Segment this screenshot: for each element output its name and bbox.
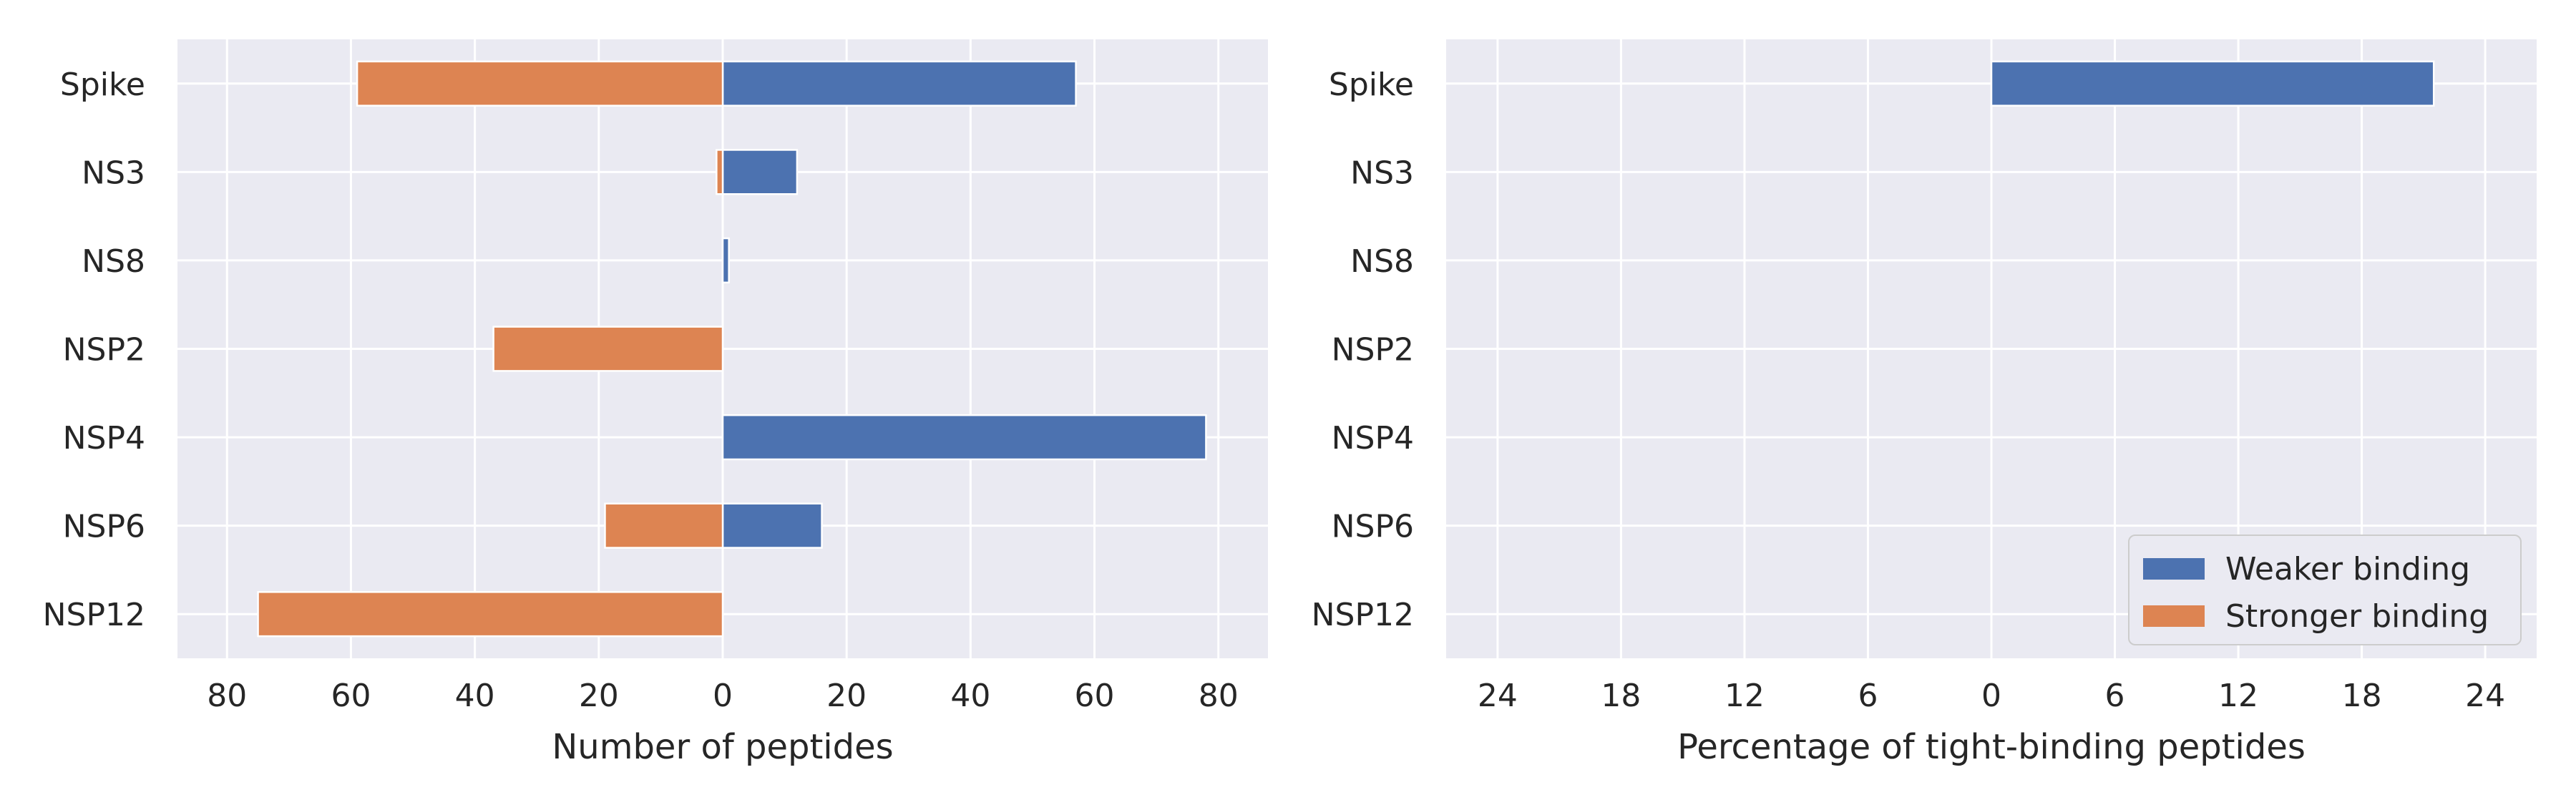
legend-swatch-stronger-binding [2143, 605, 2205, 627]
bar-stronger-binding-nsp2 [492, 326, 724, 372]
y-tick-label: NSP4 [1332, 420, 1414, 457]
bar-stronger-binding-nsp6 [604, 502, 724, 549]
x-tick-label: 12 [1724, 678, 1765, 714]
x-axis-label: Percentage of tight-binding peptides [1677, 727, 2306, 767]
y-tick-label: NSP2 [63, 332, 145, 369]
legend-label: Weaker binding [2225, 551, 2470, 587]
x-tick-label: 80 [1199, 678, 1239, 714]
legend-box [2128, 535, 2522, 645]
bar-weaker-binding-nsp6 [721, 502, 823, 549]
y-tick-label: NSP2 [1332, 332, 1414, 369]
y-tick-label: NSP6 [1332, 509, 1414, 545]
y-tick-label: NSP6 [63, 509, 145, 545]
x-tick-label: 6 [2105, 678, 2125, 714]
y-tick-label: Spike [60, 67, 145, 103]
bar-weaker-binding-spike [721, 60, 1077, 107]
bar-stronger-binding-spike [356, 60, 724, 107]
bar-weaker-binding-ns8 [721, 237, 730, 284]
x-tick-label: 24 [2465, 678, 2505, 714]
x-tick-label: 6 [1858, 678, 1878, 714]
legend: Weaker binding Stronger binding [2128, 535, 2522, 645]
x-tick-label: 60 [1075, 678, 1115, 714]
x-tick-label: 80 [207, 678, 247, 714]
chart-panel-2: Spike NS3 NS8 NSP2 NSP4 NSP6 NSP12 24 18 12 6 0 6 12 1… [1312, 39, 2537, 767]
x-tick-label: 20 [826, 678, 867, 714]
y-tick-label: NS3 [82, 155, 145, 191]
y-tick-label: Spike [1329, 67, 1414, 103]
bar-weaker-binding-spike [1990, 60, 2435, 107]
x-tick-label: 40 [950, 678, 990, 714]
y-tick-label: NS3 [1350, 155, 1414, 191]
x-tick-label: 40 [455, 678, 495, 714]
x-tick-label: 12 [2218, 678, 2258, 714]
bar-stronger-binding-ns3 [716, 149, 724, 195]
x-tick-label: 24 [1478, 678, 1518, 714]
y-tick-label: NSP12 [1312, 597, 1414, 633]
legend-swatch-weaker-binding [2143, 558, 2205, 580]
chart-panel-1: Spike NS3 NS8 NSP2 NSP4 NSP6 NSP12 80 60 40 20 0 20 4… [43, 39, 1268, 767]
bar-weaker-binding-ns3 [721, 149, 799, 195]
x-axis-label: Number of peptides [552, 727, 893, 767]
y-tick-label: NSP12 [43, 597, 145, 633]
x-tick-label: 0 [1981, 678, 2001, 714]
bar-weaker-binding-nsp4 [721, 414, 1207, 461]
x-tick-label: 18 [2342, 678, 2382, 714]
legend-label: Stronger binding [2225, 598, 2489, 635]
y-tick-label: NS8 [1350, 243, 1414, 280]
x-tick-label: 60 [331, 678, 371, 714]
x-tick-label: 18 [1601, 678, 1641, 714]
bar-stronger-binding-nsp12 [257, 591, 724, 638]
y-tick-label: NSP4 [63, 420, 145, 457]
x-tick-label: 20 [579, 678, 619, 714]
y-tick-label: NS8 [82, 243, 145, 280]
x-tick-label: 0 [713, 678, 733, 714]
